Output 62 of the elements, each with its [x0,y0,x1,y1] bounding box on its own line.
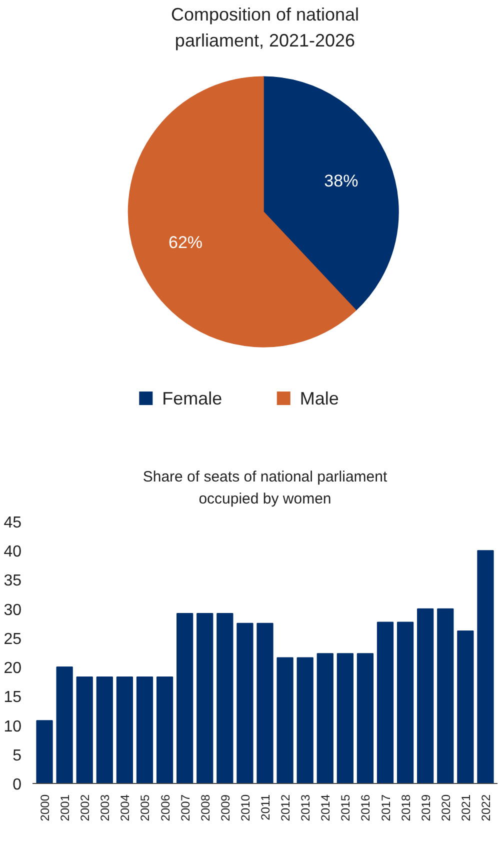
x-tick-label: 2016 [358,794,373,822]
y-tick-label: 30 [4,602,22,619]
bar [36,720,53,784]
bar [216,612,234,784]
x-tick-label: 2004 [118,794,132,822]
bar [336,653,354,784]
bar [196,612,214,784]
y-tick-label: 20 [4,660,22,678]
y-tick-label: 10 [4,718,22,736]
x-tick-label: 2018 [398,794,413,822]
bar [417,608,434,784]
x-tick-label: 2012 [278,794,293,822]
x-tick-label: 2021 [458,794,473,822]
bar [76,676,93,784]
x-tick-label: 2001 [58,794,72,822]
x-tick-label: 2015 [338,794,353,822]
x-tick-label: 2017 [378,794,393,822]
bar [437,608,454,784]
x-tick-label: 2010 [238,794,252,822]
bar [176,612,194,784]
y-tick-label: 40 [4,544,22,561]
x-tick-label: 2019 [418,794,433,822]
chart-title: Composition of national parliament, 2021-2026 [170,4,360,50]
x-tick-label: 2002 [78,794,92,822]
bar [56,666,73,784]
legend-label: Female [162,388,222,408]
bar [477,550,494,784]
bar [236,622,254,784]
bar [356,653,374,784]
x-tick-label: 2007 [178,794,192,822]
y-tick-label: 15 [4,689,22,706]
x-tick-label: 2003 [98,794,112,822]
x-tick-label: 2008 [198,794,212,822]
y-tick-label: 5 [12,747,22,764]
bar [116,676,134,784]
y-tick-label: 25 [4,630,22,648]
bar [396,622,414,784]
legend-label: Male [300,388,339,408]
data-label: 62% [168,233,203,252]
bar [276,657,294,784]
x-tick-label: 2006 [158,794,172,822]
bar [316,653,334,784]
bar [136,676,154,784]
y-tick-label: 0 [12,776,22,794]
y-tick-label: 35 [4,572,22,590]
y-tick-label: 45 [4,514,22,532]
x-tick-label: 2011 [258,794,272,820]
bar [457,630,474,784]
x-tick-label: 2013 [298,794,313,822]
bar [256,622,274,784]
x-tick-label: 2009 [218,794,232,822]
x-tick-label: 2005 [138,794,152,822]
x-tick-label: 2020 [438,794,453,822]
x-tick-label: 2000 [38,794,52,822]
x-tick-label: 2022 [478,794,493,822]
x-tick-label: 2014 [318,794,333,822]
chart-title: Share of seats of national parliament occupied by women [142,468,388,508]
data-label: 38% [324,171,358,190]
bar [156,676,174,784]
bar [376,622,394,784]
bar [296,657,314,784]
bar [96,676,113,784]
